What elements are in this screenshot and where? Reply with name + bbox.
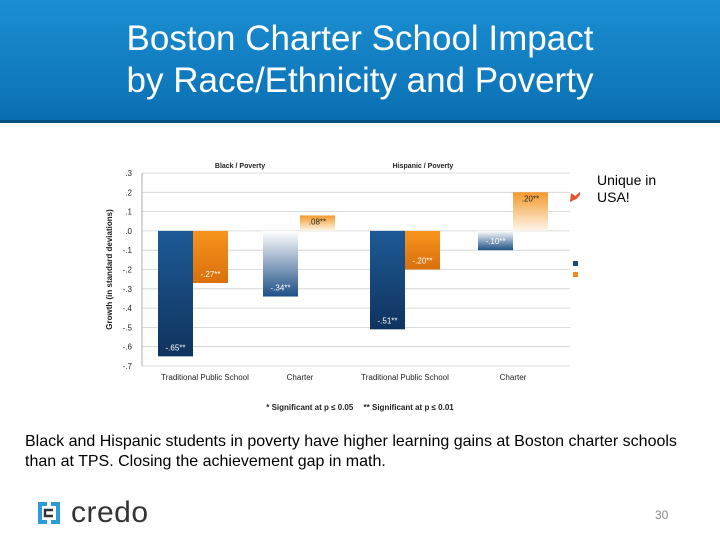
legend-swatch-reading [573,261,578,266]
y-tick-label: .3 [125,169,132,178]
math-bar-label: .08** [309,217,326,226]
y-tick-label: .2 [125,188,132,197]
slide-title: Boston Charter School Impact by Race/Eth… [0,18,720,102]
y-tick-label: -.2 [123,266,133,275]
y-tick-label: -.7 [123,362,133,371]
math-bar-label: .20** [522,194,539,203]
y-tick-label: .0 [125,227,132,236]
math-bar-label: -.20** [412,257,432,266]
title-line-1: Boston Charter School Impact [126,19,594,58]
math-bar [513,192,548,231]
summary-text: Black and Hispanic students in poverty h… [25,433,677,470]
credo-logo-icon [38,502,60,524]
y-tick-label: -.6 [123,343,133,352]
reading-bar-label: -.10** [485,237,505,246]
x-category-label: Traditional Public School [161,373,249,382]
y-tick-label: .1 [125,208,132,217]
reading-bar-label: -.51** [377,316,397,325]
x-category-label: Charter [500,373,527,382]
x-category-label: Traditional Public School [361,373,449,382]
panel-title: Black / Poverty [215,163,265,170]
reading-bar [263,230,298,297]
y-tick-label: -.4 [123,304,133,313]
credo-logo-wordmark: credo [71,496,149,529]
y-axis-label: Growth (in standard deviations) [105,209,114,330]
footnote-significant-01: ** Significant at p ≤ 0.01 [363,403,454,412]
page-number: 30 [655,508,669,522]
x-category-label: Charter [287,373,314,382]
bar-chart: .3 .2 .1 .0 -.1 -.2 -.3 -.4 -.5 -.6 -.7 Growth (in … [105,163,580,382]
math-bar [405,230,440,270]
reading-bar [158,230,193,357]
footnote-significant-05: * Significant at p ≤ 0.05 [266,403,354,412]
credo-logo: credo [35,496,149,530]
reading-bar-label: -.34** [270,284,290,293]
reading-bar [370,230,405,330]
y-tick-label: -.3 [123,285,133,294]
significance-footnote: * Significant at p ≤ 0.05 ** Significant… [0,403,720,412]
reading-bar [478,230,513,251]
y-tick-label: -.1 [123,246,133,255]
callout-arrow-icon [570,193,578,202]
legend-swatch-math [573,272,578,277]
callout-text: Unique in USA! [597,172,657,205]
title-banner [0,0,720,123]
y-tick-label: -.5 [123,323,133,332]
title-line-2: by Race/Ethnicity and Poverty [126,61,594,100]
panel-title: Hispanic / Poverty [393,163,454,170]
math-bar-label: -.27** [200,270,220,279]
reading-bar-label: -.65** [165,343,185,352]
math-bar [300,215,335,231]
math-bar [193,230,228,284]
